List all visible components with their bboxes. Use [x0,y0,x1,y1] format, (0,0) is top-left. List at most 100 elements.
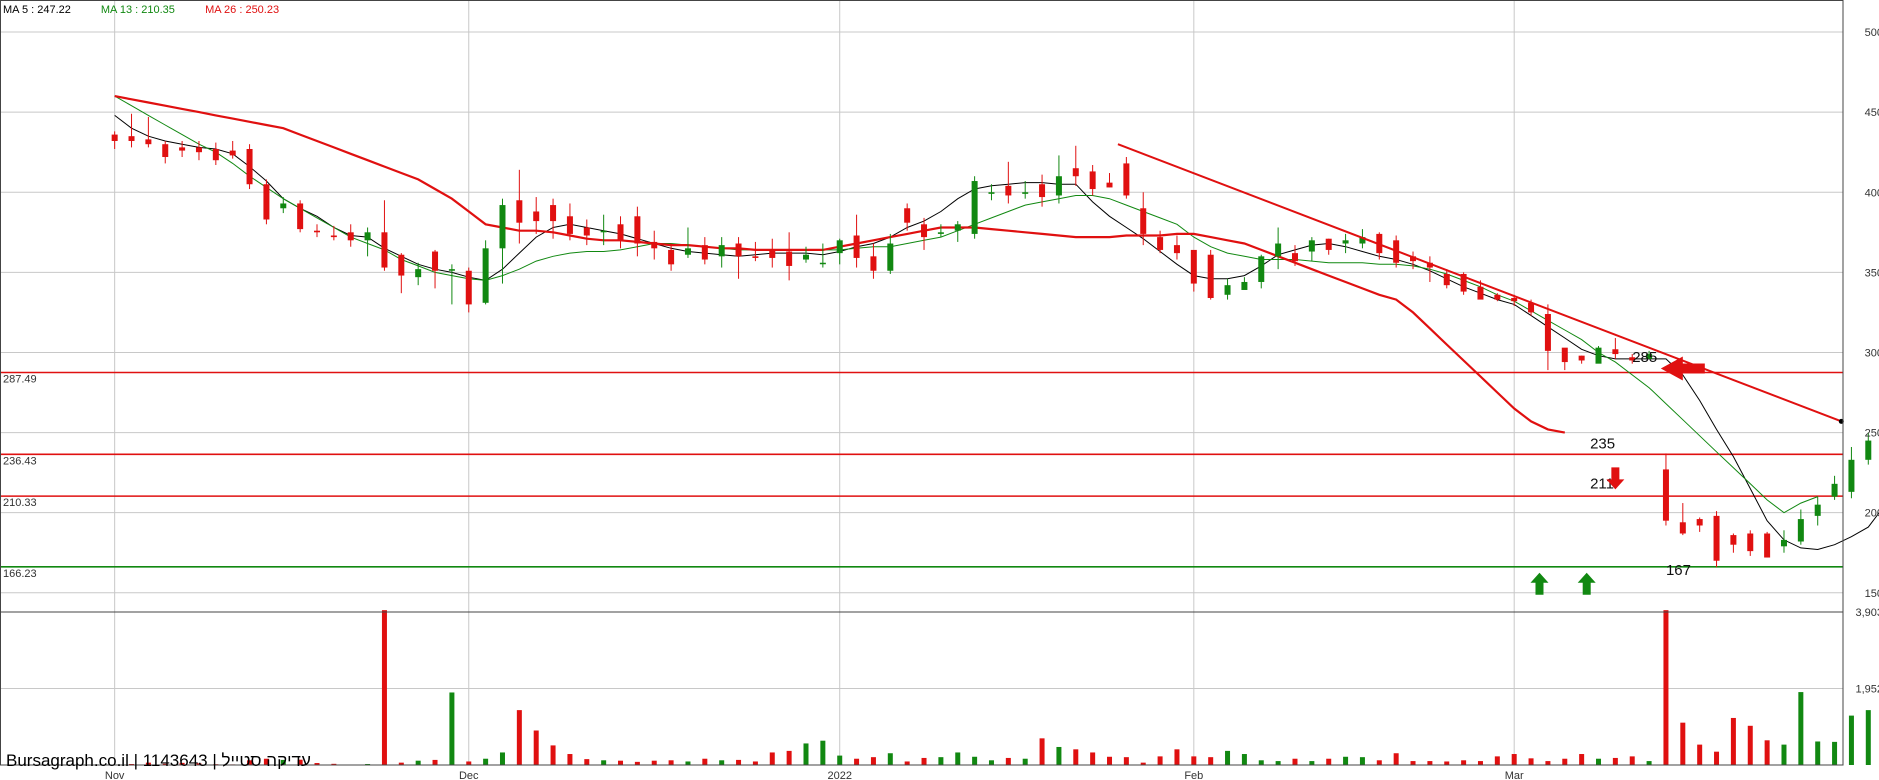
candle-body [145,139,152,145]
volume-bar [1764,740,1770,765]
ma13-line [114,95,1818,514]
price-tick-label: 300 [1865,347,1879,359]
level-label: 236.43 [3,455,37,467]
candle-body [701,245,708,260]
candle-body [381,232,388,268]
price-tick-label: 500 [1865,27,1879,39]
candle-body [516,200,523,223]
volume-bar [280,759,286,765]
left-arrow-icon [1660,356,1705,381]
volume-bar [887,753,893,765]
candle-body [1106,182,1113,188]
price-tick-label: 250 [1865,428,1879,440]
candle-body [583,227,590,236]
volume-bar [634,761,640,765]
volume-bar [601,760,607,765]
volume-bar [1157,756,1163,765]
volume-bar [1697,744,1703,765]
volume-bar [1275,761,1281,765]
volume-bar [1714,751,1720,765]
volume-bar [263,758,269,765]
volume-bar [1107,756,1113,765]
volume-bar [972,756,978,765]
volume-bar [1629,756,1635,765]
candle-body [297,203,304,230]
volume-bar [381,610,387,765]
candle-body [1511,297,1518,302]
volume-bar [1258,760,1264,765]
candle-body [1072,168,1079,177]
volume-bar [769,752,775,765]
volume-bar [1798,692,1804,765]
plot-frame [0,0,1844,766]
volume-bar [1832,741,1838,765]
candle-body [1646,354,1653,359]
candle-body [1089,171,1096,190]
volume-bar [938,757,944,765]
candle-body [1460,273,1467,292]
candle-body [566,216,573,234]
candle-body [769,249,776,258]
volume-bar [921,757,927,765]
candle-body [1730,535,1737,545]
volume-bar [550,745,556,765]
candle-body [1241,281,1248,290]
volume-bar [1039,738,1045,765]
volume-bar [1123,757,1129,765]
volume-bars [112,610,1871,765]
candle-body [786,251,793,266]
volume-bar [1056,746,1062,765]
candle-body [1831,483,1838,497]
volume-bar [1646,761,1652,765]
volume-bar [1073,749,1079,765]
volume-bar [752,761,758,765]
volume-bar [1528,758,1534,765]
volume-bar [1005,757,1011,765]
candle-body [111,134,118,141]
candle-body [1865,440,1872,460]
candle-body [1848,459,1855,492]
candle-body [1662,469,1669,521]
volume-bar [1579,754,1585,765]
volume-bar [1393,753,1399,765]
price-tick-label: 350 [1865,267,1879,279]
volume-bar [820,740,826,765]
time-tick-label: Feb [1184,770,1203,780]
volume-bar [685,761,691,765]
volume-bar [1309,761,1315,765]
volume-bar [466,761,472,765]
candle-body [415,269,422,278]
volume-bar [1494,756,1500,765]
candle-body [600,230,607,233]
price-tick-label: 150 [1865,588,1879,600]
volume-bar [1174,749,1180,765]
time-tick-label: Dec [459,770,479,780]
up-arrow-icon [1530,572,1549,595]
volume-bar [1343,756,1349,765]
candle-body [836,240,843,254]
candle-body [1258,256,1265,282]
candle-body [937,232,944,234]
candle-body [668,249,675,265]
candle-body [280,203,287,209]
volume-bar [1747,725,1753,765]
candle-body [465,270,472,305]
candle-body [347,232,354,241]
candle-body [1123,163,1130,196]
price-tick-label: 450 [1865,107,1879,119]
volume-bar [854,758,860,765]
candle-body [212,148,219,161]
volume-bar [247,760,253,765]
candle-body [718,245,725,257]
volume-bar [314,763,320,765]
legend-entry: MA 5 : 247.22 [3,4,71,16]
candle-body [904,208,911,223]
candle-body [853,235,860,258]
volume-bar [1596,758,1602,765]
candle-body [195,147,202,153]
candle-body [1544,314,1551,351]
candle-body [634,216,641,244]
volume-bar [297,759,303,765]
volume-bar [1730,717,1736,765]
candle-body [550,205,557,222]
